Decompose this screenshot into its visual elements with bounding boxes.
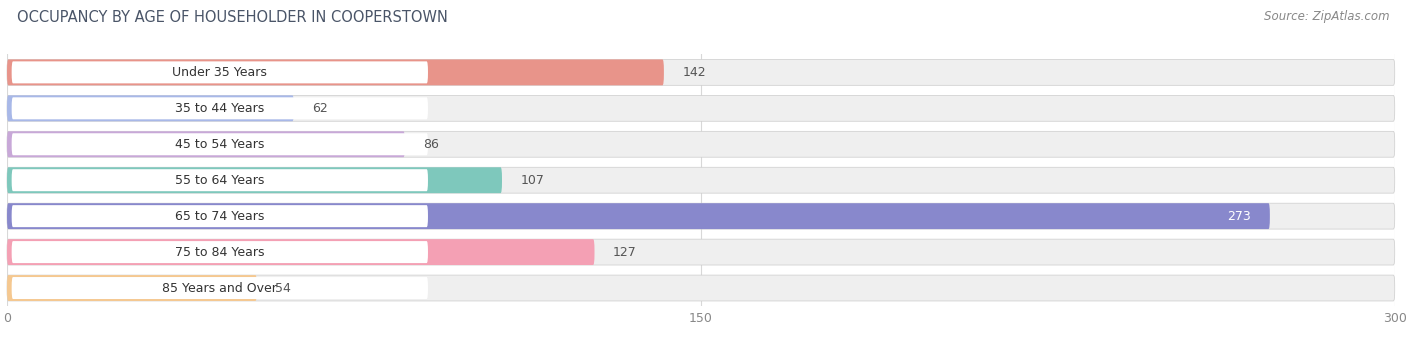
Text: Under 35 Years: Under 35 Years: [173, 66, 267, 79]
FancyBboxPatch shape: [7, 59, 664, 85]
Text: 55 to 64 Years: 55 to 64 Years: [176, 174, 264, 187]
Text: 85 Years and Over: 85 Years and Over: [162, 282, 277, 294]
FancyBboxPatch shape: [11, 97, 427, 119]
FancyBboxPatch shape: [7, 167, 1395, 193]
FancyBboxPatch shape: [7, 275, 1395, 301]
Text: 54: 54: [276, 282, 291, 294]
FancyBboxPatch shape: [7, 131, 405, 157]
Text: 45 to 54 Years: 45 to 54 Years: [176, 138, 264, 151]
FancyBboxPatch shape: [11, 62, 427, 83]
FancyBboxPatch shape: [7, 203, 1395, 229]
Text: 35 to 44 Years: 35 to 44 Years: [176, 102, 264, 115]
Text: 127: 127: [613, 245, 637, 259]
Text: Source: ZipAtlas.com: Source: ZipAtlas.com: [1264, 10, 1389, 23]
Text: 65 to 74 Years: 65 to 74 Years: [176, 210, 264, 223]
FancyBboxPatch shape: [7, 167, 502, 193]
FancyBboxPatch shape: [11, 277, 427, 299]
FancyBboxPatch shape: [7, 96, 294, 121]
FancyBboxPatch shape: [7, 59, 1395, 85]
FancyBboxPatch shape: [11, 133, 427, 155]
FancyBboxPatch shape: [7, 203, 1270, 229]
Text: 273: 273: [1227, 210, 1251, 223]
FancyBboxPatch shape: [11, 169, 427, 191]
Text: OCCUPANCY BY AGE OF HOUSEHOLDER IN COOPERSTOWN: OCCUPANCY BY AGE OF HOUSEHOLDER IN COOPE…: [17, 10, 447, 25]
FancyBboxPatch shape: [7, 131, 1395, 157]
Text: 142: 142: [682, 66, 706, 79]
FancyBboxPatch shape: [7, 239, 1395, 265]
FancyBboxPatch shape: [11, 205, 427, 227]
FancyBboxPatch shape: [7, 96, 1395, 121]
FancyBboxPatch shape: [7, 239, 595, 265]
Text: 75 to 84 Years: 75 to 84 Years: [176, 245, 264, 259]
Text: 86: 86: [423, 138, 439, 151]
Text: 107: 107: [520, 174, 544, 187]
FancyBboxPatch shape: [7, 275, 257, 301]
Text: 62: 62: [312, 102, 328, 115]
FancyBboxPatch shape: [11, 241, 427, 263]
